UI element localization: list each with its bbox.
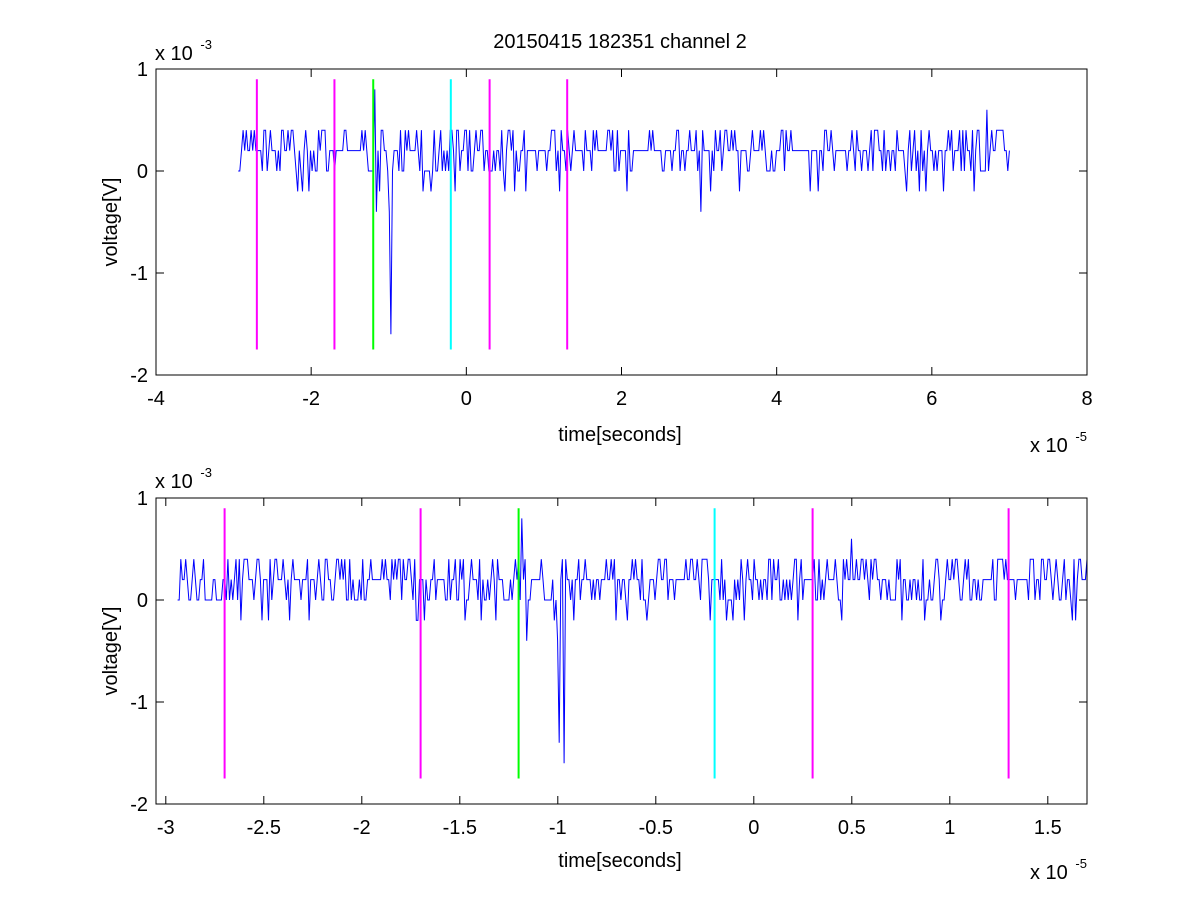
x-tick-label: -0.5	[639, 817, 673, 839]
x-tick-label: 1	[944, 817, 955, 839]
top-x-exponent-base: x 10	[1030, 435, 1068, 457]
x-tick-label: -1	[549, 817, 567, 839]
bottom-plot-content	[177, 508, 1088, 779]
x-tick-label: 1.5	[1034, 817, 1062, 839]
top-x-exponent: x 10 -5	[1030, 429, 1087, 457]
top-axes: -4 -2 0 2 4 6 8-2-101 time[seconds] voltage[V]…	[100, 37, 1093, 457]
bottom-x-exponent: x 10 -5	[1030, 856, 1087, 884]
top-xlabel: time[seconds]	[558, 424, 681, 446]
top-y-exponent: x 10 -3	[155, 37, 212, 65]
x-tick-label: 0	[748, 817, 759, 839]
bottom-axes-box	[155, 497, 1088, 805]
top-plot-content	[238, 79, 1010, 350]
x-tick-label: 2	[616, 388, 627, 410]
top-tick-labels: -4 -2 0 2 4 6 8-2-101	[130, 59, 1092, 410]
top-axes-box	[155, 68, 1088, 376]
x-tick-label: -2	[302, 388, 320, 410]
bottom-x-exponent-base: x 10	[1030, 862, 1068, 884]
bottom-y-exponent-power: -3	[200, 465, 212, 480]
bottom-xlabel: time[seconds]	[558, 850, 681, 872]
y-tick-label: 1	[137, 488, 148, 510]
signal-series-line	[177, 518, 1088, 764]
y-tick-label: -1	[130, 263, 148, 285]
top-ticks	[155, 68, 1088, 376]
x-tick-label: 0.5	[838, 817, 866, 839]
x-tick-label: 4	[771, 388, 782, 410]
chart-title: 20150415 182351 channel 2	[493, 31, 747, 53]
y-tick-label: 0	[137, 161, 148, 183]
top-y-exponent-power: -3	[200, 37, 212, 52]
x-tick-label: -1.5	[443, 817, 477, 839]
x-tick-label: -2.5	[247, 817, 281, 839]
bottom-y-exponent-base: x 10	[155, 471, 193, 493]
x-tick-label: -3	[157, 817, 175, 839]
y-tick-label: -2	[130, 365, 148, 387]
y-tick-label: -2	[130, 794, 148, 816]
bottom-y-exponent: x 10 -3	[155, 465, 212, 493]
y-tick-label: 1	[137, 59, 148, 81]
bottom-ticks	[156, 497, 1087, 805]
signal-series-line	[238, 89, 1010, 335]
x-tick-label: 6	[926, 388, 937, 410]
y-tick-label: 0	[137, 590, 148, 612]
y-tick-label: -1	[130, 692, 148, 714]
x-tick-label: -4	[147, 388, 165, 410]
x-tick-label: 8	[1081, 388, 1092, 410]
bottom-tick-labels: -3 -2.5 -2 -1.5 -1 -0.5 0 0.5 1 1.5 -2 -1 0 1	[130, 488, 1062, 839]
bottom-ylabel: voltage[V]	[100, 607, 122, 696]
top-x-exponent-power: -5	[1075, 429, 1087, 444]
x-tick-label: -2	[353, 817, 371, 839]
top-y-exponent-base: x 10	[155, 43, 193, 65]
bottom-x-exponent-power: -5	[1075, 856, 1087, 871]
bottom-axes: -3 -2.5 -2 -1.5 -1 -0.5 0 0.5 1 1.5 -2 -1 0 1 time[se…	[100, 465, 1088, 884]
top-ylabel: voltage[V]	[100, 178, 122, 267]
x-tick-label: 0	[461, 388, 472, 410]
